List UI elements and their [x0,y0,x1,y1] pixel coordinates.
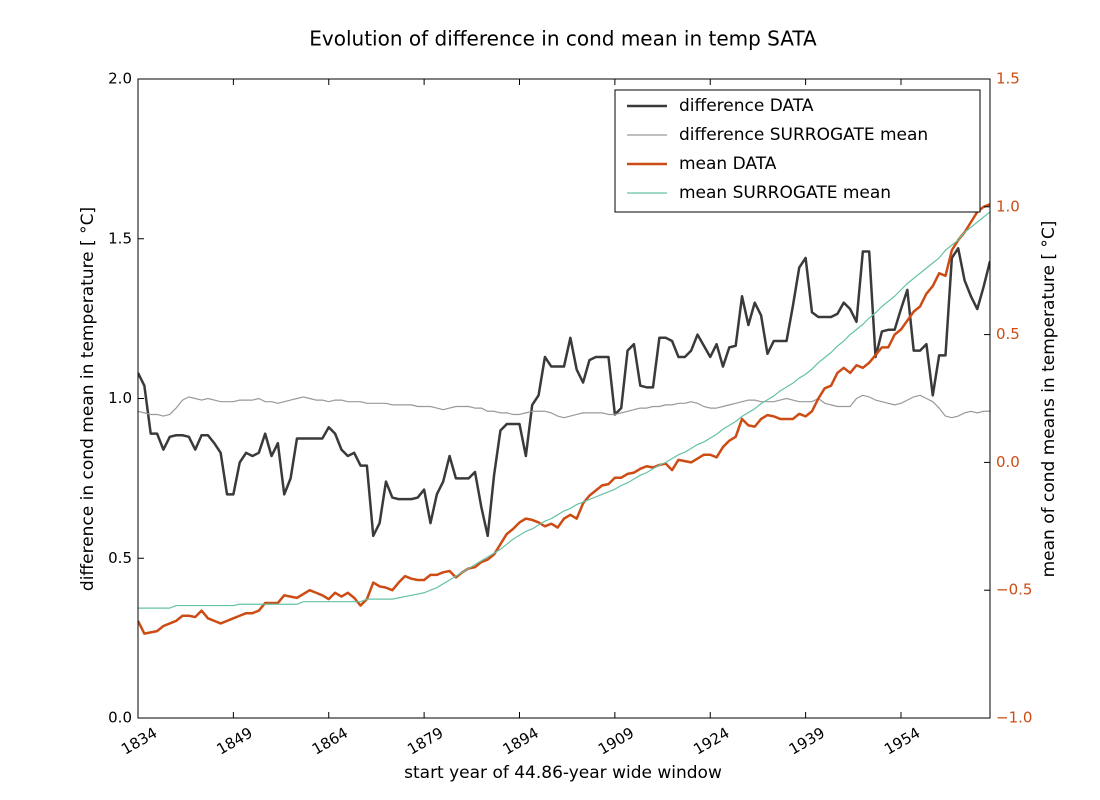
x-axis-label: start year of 44.86-year wide window [404,763,722,783]
data-line [138,247,990,538]
legend-box [614,89,981,213]
y-axis-label: difference in cond mean in temperature [… [78,207,98,591]
y-tick-label: 1.5 [108,229,132,247]
y2-tick-label: 1.5 [996,70,1020,88]
x-tick-label: 1864 [309,724,351,759]
y2-tick-label: 0.0 [996,453,1020,471]
y-tick-label: 0.5 [108,549,132,567]
y-tick-label: 2.0 [108,70,132,88]
x-tick-label: 1834 [118,724,160,759]
y-tick-label: 1.0 [108,389,132,407]
y2-tick-label: −1.0 [996,709,1032,727]
legend-label: difference DATA [679,96,814,116]
legend-label: mean SURROGATE mean [679,183,891,203]
data-line [138,203,990,635]
y2-tick-label: 1.0 [996,197,1020,215]
x-tick-label: 1909 [595,724,637,759]
x-tick-label: 1894 [500,724,542,759]
y2-axis-label: mean of cond means in temperature [ °C] [1039,221,1059,578]
data-line [138,211,990,609]
legend-label: difference SURROGATE mean [679,125,928,145]
x-tick-label: 1954 [881,724,923,759]
y2-tick-label: −0.5 [996,581,1032,599]
y2-tick-label: 0.5 [996,325,1020,343]
x-tick-label: 1939 [786,724,828,759]
legend-label: mean DATA [679,154,777,174]
x-tick-label: 1849 [214,724,256,759]
data-line [138,394,990,419]
x-tick-label: 1879 [404,724,446,759]
y-tick-label: 0.0 [108,709,132,727]
chart-title: Evolution of difference in cond mean in … [309,27,817,51]
x-tick-label: 1924 [690,724,732,759]
